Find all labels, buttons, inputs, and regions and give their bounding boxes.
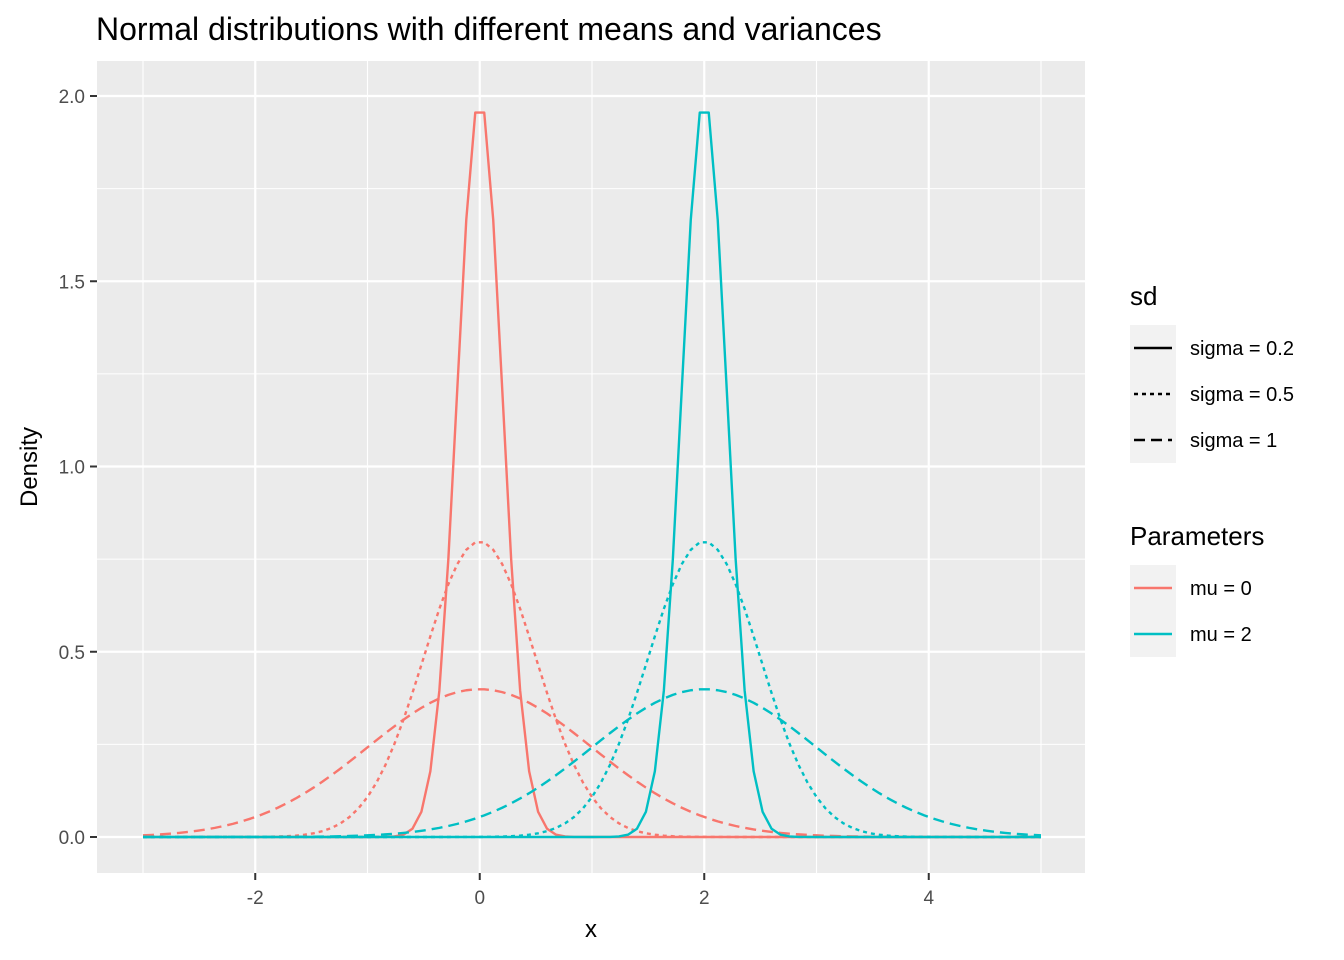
legend-key-background <box>1130 565 1176 657</box>
legend-label: mu = 2 <box>1190 624 1252 646</box>
x-axis-title: x <box>585 916 597 943</box>
legend-label: mu = 0 <box>1190 578 1252 600</box>
legend-sd: sd sigma = 0.2 sigma = 0.5 sigma = 1 <box>1130 281 1294 463</box>
legend-title: sd <box>1130 281 1157 311</box>
legend-label: sigma = 0.5 <box>1190 384 1294 406</box>
chart-title: Normal distributions with different mean… <box>96 11 882 47</box>
x-tick-label: 4 <box>923 888 934 909</box>
y-tick-label: 0.5 <box>59 643 85 664</box>
x-tick-label: 2 <box>699 888 710 909</box>
legend-label: sigma = 0.2 <box>1190 338 1294 360</box>
x-tick-label: 0 <box>474 888 485 909</box>
y-tick-label: 1.0 <box>59 458 85 479</box>
curve-mu2-sigma1 <box>143 688 1042 839</box>
y-tick-label: 2.0 <box>59 87 85 108</box>
x-axis: -2 0 2 4 <box>247 873 934 909</box>
x-tick-label: -2 <box>247 888 264 909</box>
curve-mu2-sigma0_2 <box>143 111 1041 839</box>
y-tick-label: 0.0 <box>59 828 85 849</box>
y-tick-label: 1.5 <box>59 272 85 293</box>
legend-title: Parameters <box>1130 521 1264 551</box>
density-curves <box>142 111 1042 839</box>
legend-parameters: Parameters mu = 0 mu = 2 <box>1130 521 1264 657</box>
legend-label: sigma = 1 <box>1190 430 1277 452</box>
y-axis-title: Density <box>16 427 43 507</box>
y-axis: 0.0 0.5 1.0 1.5 2.0 <box>59 87 97 849</box>
